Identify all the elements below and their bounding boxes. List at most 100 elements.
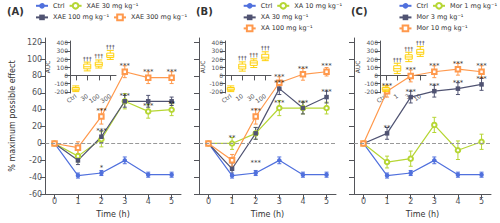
svg-text:-200: -200	[209, 88, 223, 95]
svg-text:***: ***	[476, 75, 487, 83]
svg-text:200: 200	[212, 56, 224, 63]
svg-text:300: 300	[367, 47, 379, 54]
svg-text:-20: -20	[29, 156, 42, 165]
svg-text:***: ***	[298, 99, 309, 107]
svg-text:†††: †††	[83, 55, 92, 62]
svg-text:†††: †††	[106, 43, 115, 50]
svg-text:***: ***	[476, 62, 487, 70]
svg-text:***: ***	[96, 127, 107, 135]
svg-text:3: 3	[277, 197, 282, 206]
svg-text:400: 400	[57, 39, 69, 46]
svg-text:***: ***	[453, 79, 464, 87]
svg-text:Ctrl: Ctrl	[261, 2, 273, 10]
svg-text:10: 10	[234, 92, 244, 102]
svg-text:***: ***	[166, 68, 177, 76]
svg-text:-60: -60	[29, 190, 42, 199]
svg-text:4: 4	[300, 197, 305, 206]
svg-text:(A): (A)	[7, 6, 24, 17]
svg-text:Mor 3 mg kg⁻¹: Mor 3 mg kg⁻¹	[416, 13, 463, 21]
svg-text:5: 5	[169, 197, 174, 206]
svg-text:**: **	[168, 100, 176, 108]
svg-text:Ctrl: Ctrl	[65, 92, 78, 104]
svg-text:(C): (C)	[351, 6, 367, 17]
svg-text:***: ***	[250, 107, 261, 115]
svg-text:-100: -100	[364, 80, 378, 87]
svg-text:40: 40	[32, 105, 42, 114]
svg-text:Time (h): Time (h)	[95, 210, 129, 219]
svg-text:***: ***	[274, 99, 285, 107]
svg-text:Mor 1 mg kg⁻¹: Mor 1 mg kg⁻¹	[450, 2, 497, 10]
svg-text:†††: †††	[404, 45, 413, 52]
svg-text:0: 0	[374, 72, 378, 79]
svg-text:400: 400	[212, 39, 224, 46]
svg-text:†††: †††	[393, 56, 402, 63]
svg-text:100: 100	[57, 64, 69, 71]
svg-text:†††: †††	[261, 44, 270, 51]
svg-text:***: ***	[382, 82, 393, 90]
svg-text:% maximum possible effect: % maximum possible effect	[8, 60, 17, 171]
svg-text:***: ***	[96, 107, 107, 115]
svg-text:**: **	[229, 134, 237, 142]
svg-text:0: 0	[37, 139, 42, 148]
svg-text:60: 60	[32, 88, 42, 97]
svg-text:***: ***	[120, 92, 131, 100]
svg-text:-40: -40	[29, 173, 42, 182]
svg-text:AUC: AUC	[199, 61, 206, 74]
svg-text:20: 20	[32, 122, 42, 131]
svg-text:***: ***	[298, 65, 309, 73]
svg-text:XAE 100 mg kg⁻¹: XAE 100 mg kg⁻¹	[53, 13, 109, 21]
svg-text:†††: †††	[249, 51, 258, 58]
svg-text:5: 5	[479, 197, 484, 206]
svg-text:***: ***	[120, 62, 131, 70]
svg-text:0: 0	[52, 197, 57, 206]
svg-text:400: 400	[367, 39, 379, 46]
svg-text:***: ***	[143, 102, 154, 110]
svg-text:Mor 10 mg kg⁻¹: Mor 10 mg kg⁻¹	[416, 24, 468, 32]
svg-text:3: 3	[432, 197, 437, 206]
svg-text:200: 200	[57, 56, 69, 63]
svg-text:-200: -200	[364, 88, 378, 95]
svg-text:***: ***	[274, 73, 285, 81]
svg-text:Time (h): Time (h)	[250, 210, 284, 219]
svg-text:XAE 30 mg kg⁻¹: XAE 30 mg kg⁻¹	[87, 2, 139, 10]
svg-text:1: 1	[75, 197, 80, 206]
svg-text:†††: †††	[94, 52, 103, 59]
svg-text:4: 4	[146, 197, 151, 206]
svg-text:1: 1	[230, 197, 235, 206]
svg-text:100: 100	[27, 55, 42, 64]
svg-text:XA 30 mg kg⁻¹: XA 30 mg kg⁻¹	[261, 13, 309, 21]
svg-text:XA 100 mg kg⁻¹: XA 100 mg kg⁻¹	[261, 24, 313, 32]
svg-text:†††: †††	[238, 54, 247, 61]
svg-text:5: 5	[324, 197, 329, 206]
svg-text:***: ***	[429, 62, 440, 70]
svg-text:300: 300	[57, 47, 69, 54]
svg-text:1: 1	[392, 92, 399, 100]
svg-text:Time (h): Time (h)	[405, 210, 439, 219]
svg-text:***: ***	[143, 68, 154, 76]
svg-text:0: 0	[64, 72, 68, 79]
svg-text:1: 1	[385, 197, 390, 206]
svg-text:Ctrl: Ctrl	[220, 92, 233, 104]
svg-text:Ctrl: Ctrl	[416, 2, 428, 10]
svg-text:100: 100	[367, 64, 379, 71]
svg-text:300: 300	[212, 47, 224, 54]
svg-text:***: ***	[405, 66, 416, 74]
svg-text:(B): (B)	[196, 6, 213, 17]
svg-text:2: 2	[253, 197, 258, 206]
svg-text:*: *	[100, 164, 104, 172]
svg-text:120: 120	[27, 38, 42, 47]
svg-text:0: 0	[219, 72, 223, 79]
svg-text:***: ***	[321, 62, 332, 70]
svg-text:200: 200	[367, 56, 379, 63]
svg-text:**: **	[384, 124, 392, 132]
svg-text:†††: †††	[416, 39, 425, 46]
svg-text:***: ***	[321, 88, 332, 96]
svg-text:***: ***	[250, 159, 261, 167]
svg-text:0: 0	[361, 197, 366, 206]
svg-text:AUC: AUC	[44, 61, 51, 74]
svg-text:-100: -100	[54, 80, 68, 87]
svg-text:***: ***	[429, 82, 440, 90]
svg-text:3: 3	[122, 197, 127, 206]
svg-text:100: 100	[212, 64, 224, 71]
svg-text:***: ***	[453, 60, 464, 68]
